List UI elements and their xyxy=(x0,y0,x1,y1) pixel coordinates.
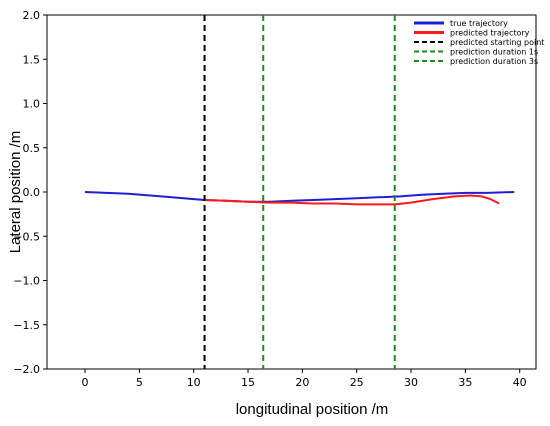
legend-entry: prediction duration 3s xyxy=(450,57,538,66)
x-tick-label: 5 xyxy=(136,376,143,389)
x-tick-label: 15 xyxy=(241,376,255,389)
y-tick-label: −0.5 xyxy=(13,230,40,243)
x-tick-label: 30 xyxy=(404,376,418,389)
y-axis-label: Lateral position /m xyxy=(7,131,24,254)
legend-entry: true trajectory xyxy=(450,19,508,28)
x-tick-label: 0 xyxy=(82,376,89,389)
x-tick-label: 10 xyxy=(187,376,201,389)
legend-entry: predicted starting point xyxy=(450,38,544,47)
plot-frame xyxy=(46,14,537,370)
x-tick-label: 35 xyxy=(458,376,472,389)
legend-entry: predicted trajectory xyxy=(450,29,530,38)
y-tick-label: −2.0 xyxy=(13,363,40,376)
y-tick-label: 0.0 xyxy=(23,186,41,199)
series-line-0 xyxy=(84,191,515,203)
y-tick-label: 1.0 xyxy=(23,98,41,111)
x-axis-label: longitudinal position /m xyxy=(236,401,389,418)
y-tick-label: 0.5 xyxy=(23,142,41,155)
y-tick-label: 2.0 xyxy=(23,9,41,22)
series-line-1 xyxy=(204,194,500,206)
y-tick-label: −1.0 xyxy=(13,275,40,288)
plot-area: 0 5 10 15 20 25 30 35 40 2.0 1.5 1.0 0.5 0.0 −0.5 −1.0 −… xyxy=(13,9,537,389)
x-tick-label: 40 xyxy=(513,376,527,389)
legend-entry: prediction duration 1s xyxy=(450,48,538,57)
x-tick-label: 20 xyxy=(295,376,309,389)
y-tick-label: −1.5 xyxy=(13,319,40,332)
x-tick-label: 25 xyxy=(350,376,364,389)
y-tick-label: 1.5 xyxy=(23,53,41,66)
